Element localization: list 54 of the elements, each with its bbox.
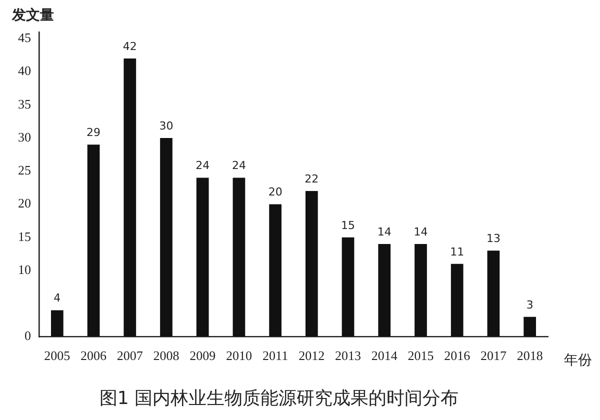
x-tick-label: 2017: [480, 348, 507, 364]
x-tick-label: 2012: [298, 348, 325, 364]
y-tick-label: 40: [18, 63, 31, 78]
x-tick-label: 2015: [408, 348, 434, 364]
y-tick-label: 35: [18, 96, 31, 112]
x-tick-label: 2010: [226, 348, 252, 364]
bar: [450, 264, 464, 337]
data-label: 13: [486, 232, 500, 246]
data-label: 14: [414, 225, 428, 238]
y-tick-label: 10: [18, 262, 31, 277]
data-label: 30: [159, 119, 174, 132]
bar: [124, 58, 136, 337]
y-tick-label: 30: [18, 129, 31, 144]
x-tick-label: 2018: [516, 348, 543, 364]
bar: [378, 244, 391, 337]
bar: [87, 144, 100, 337]
bar: [524, 316, 536, 337]
data-label: 3: [526, 298, 534, 312]
x-tick-label: 2008: [153, 348, 180, 364]
x-tick-label: 2011: [262, 348, 288, 364]
bar: [414, 244, 427, 337]
bar: [160, 138, 172, 337]
x-tick-label: 2016: [444, 348, 471, 364]
bar: [269, 204, 282, 337]
data-label: 42: [122, 40, 137, 53]
data-label: 24: [196, 159, 210, 172]
x-tick-label: 2006: [80, 348, 108, 364]
data-label: 4: [54, 292, 61, 305]
x-tick-label: 2014: [371, 348, 398, 364]
y-tick-label: 45: [18, 30, 31, 46]
x-axis-title: 年份: [564, 352, 592, 368]
bar: [342, 237, 354, 337]
bar: [51, 310, 64, 337]
x-tick-label: 2007: [116, 348, 144, 364]
data-label: 29: [86, 126, 101, 140]
data-label: 11: [450, 245, 464, 258]
data-label: 24: [232, 159, 246, 172]
y-tick-label: 20: [18, 196, 31, 211]
data-label: 22: [304, 172, 319, 186]
y-axis-title: 发文量: [11, 6, 54, 24]
data-label: 20: [268, 186, 282, 199]
text: 图1 国内林业生物质能源研究成果的时间分布: [99, 388, 459, 409]
y-tick-label: 25: [18, 162, 31, 178]
bar: [196, 178, 209, 337]
y-tick-label: 15: [18, 228, 31, 244]
bar: [232, 178, 246, 337]
y-tick-label: 0: [24, 328, 31, 344]
x-tick-label: 2009: [190, 348, 216, 364]
data-label: 14: [377, 225, 392, 238]
x-tick-label: 2005: [44, 348, 70, 364]
data-label: 15: [341, 218, 356, 232]
x-tick-label: 2013: [335, 348, 362, 364]
bar: [487, 250, 500, 337]
bar: [306, 191, 318, 337]
